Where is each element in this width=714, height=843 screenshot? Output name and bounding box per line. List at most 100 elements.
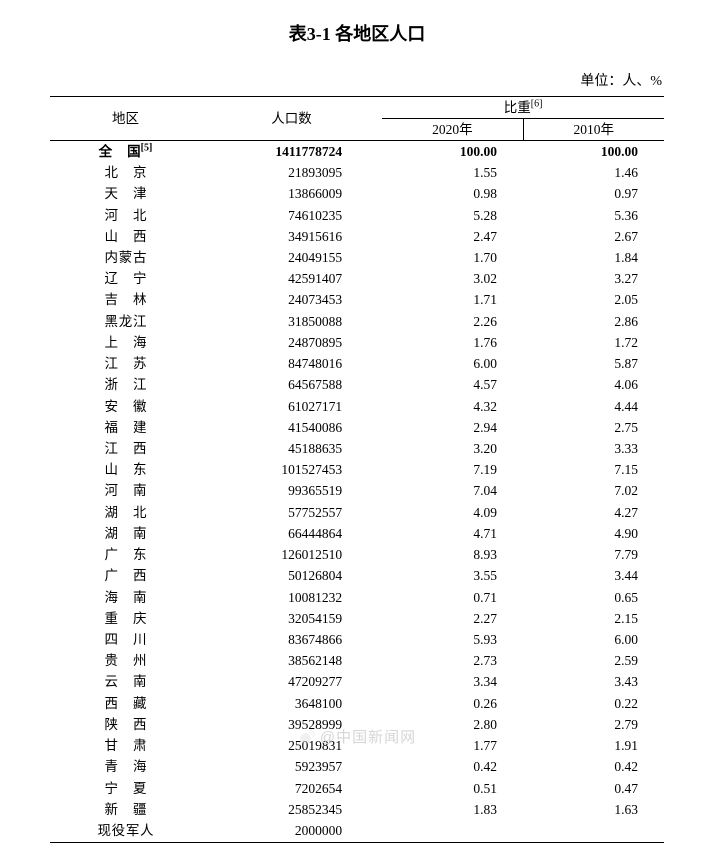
region-name: 全 国	[99, 143, 141, 161]
cell-ratio-2020: 1.77	[382, 736, 523, 757]
cell-region: 宁 夏	[50, 778, 201, 799]
header-year-2020: 2020年	[382, 119, 523, 141]
region-name: 福 建	[104, 419, 146, 437]
cell-ratio-2020: 2.80	[382, 714, 523, 735]
cell-population: 66444864	[201, 523, 382, 544]
table-row: 西 藏36481000.260.22	[50, 693, 664, 714]
cell-population: 64567588	[201, 375, 382, 396]
header-population: 人口数	[201, 97, 382, 141]
table-row: 河 北746102355.285.36	[50, 205, 664, 226]
header-year-2010: 2010年	[523, 119, 664, 141]
cell-population: 99365519	[201, 481, 382, 502]
cell-ratio-2020: 4.71	[382, 523, 523, 544]
table-row: 天 津138660090.980.97	[50, 184, 664, 205]
cell-population: 7202654	[201, 778, 382, 799]
cell-ratio-2010: 2.75	[523, 417, 664, 438]
cell-ratio-2010: 4.27	[523, 502, 664, 523]
region-name: 四 川	[104, 631, 146, 649]
cell-population: 42591407	[201, 269, 382, 290]
table-row: 吉 林240734531.712.05	[50, 290, 664, 311]
cell-ratio-2010: 3.33	[523, 439, 664, 460]
cell-population: 39528999	[201, 714, 382, 735]
table-row: 湖 北577525574.094.27	[50, 502, 664, 523]
cell-ratio-2010: 1.63	[523, 799, 664, 820]
cell-population: 25852345	[201, 799, 382, 820]
cell-population: 10081232	[201, 587, 382, 608]
table-row: 新 疆258523451.831.63	[50, 799, 664, 820]
cell-ratio-2020: 1.55	[382, 163, 523, 184]
cell-ratio-2010: 7.02	[523, 481, 664, 502]
region-name: 辽 宁	[104, 270, 146, 288]
cell-ratio-2020: 2.94	[382, 417, 523, 438]
cell-ratio-2010: 7.79	[523, 545, 664, 566]
cell-population: 83674866	[201, 629, 382, 650]
cell-population: 101527453	[201, 460, 382, 481]
cell-ratio-2010: 7.15	[523, 460, 664, 481]
cell-region: 全 国[5]	[50, 141, 201, 163]
cell-ratio-2010: 3.27	[523, 269, 664, 290]
table-row: 江 苏847480166.005.87	[50, 354, 664, 375]
cell-ratio-2010: 6.00	[523, 629, 664, 650]
table-row: 宁 夏72026540.510.47	[50, 778, 664, 799]
region-name: 安 徽	[104, 398, 146, 416]
cell-ratio-2020: 7.04	[382, 481, 523, 502]
header-ratio-sup: [6]	[531, 98, 543, 109]
cell-region: 内蒙古	[50, 248, 201, 269]
cell-population: 21893095	[201, 163, 382, 184]
cell-region: 黑龙江	[50, 311, 201, 332]
cell-population: 74610235	[201, 205, 382, 226]
cell-region: 河 北	[50, 205, 201, 226]
region-name: 云 南	[104, 673, 146, 691]
table-row: 山 东1015274537.197.15	[50, 460, 664, 481]
region-name: 吉 林	[104, 291, 146, 309]
table-row: 重 庆320541592.272.15	[50, 608, 664, 629]
table-row: 陕 西395289992.802.79	[50, 714, 664, 735]
cell-ratio-2010: 4.90	[523, 523, 664, 544]
table-row: 内蒙古240491551.701.84	[50, 248, 664, 269]
cell-ratio-2010: 1.84	[523, 248, 664, 269]
table-row: 福 建 415400862.942.75	[50, 417, 664, 438]
cell-region: 海 南	[50, 587, 201, 608]
table-row: 山 西349156162.472.67	[50, 226, 664, 247]
cell-population: 24870895	[201, 332, 382, 353]
cell-region: 北 京	[50, 163, 201, 184]
cell-population: 32054159	[201, 608, 382, 629]
cell-region: 重 庆	[50, 608, 201, 629]
table-row: 北 京218930951.551.46	[50, 163, 664, 184]
cell-region: 贵 州	[50, 651, 201, 672]
region-name: 天 津	[104, 185, 146, 203]
cell-ratio-2010: 2.15	[523, 608, 664, 629]
cell-ratio-2010: 2.79	[523, 714, 664, 735]
cell-ratio-2010: 2.05	[523, 290, 664, 311]
region-name: 广 西	[104, 567, 146, 585]
cell-population: 24049155	[201, 248, 382, 269]
cell-ratio-2020: 2.47	[382, 226, 523, 247]
header-ratio-text: 比重	[504, 100, 531, 115]
cell-ratio-2010: 0.47	[523, 778, 664, 799]
cell-population: 61027171	[201, 396, 382, 417]
cell-population: 41540086	[201, 417, 382, 438]
cell-ratio-2020	[382, 820, 523, 842]
cell-region: 安 徽	[50, 396, 201, 417]
cell-region: 山 西	[50, 226, 201, 247]
cell-ratio-2020: 2.73	[382, 651, 523, 672]
cell-population: 84748016	[201, 354, 382, 375]
cell-population: 13866009	[201, 184, 382, 205]
region-name: 河 南	[104, 482, 146, 500]
cell-ratio-2020: 0.71	[382, 587, 523, 608]
page: 表3-1 各地区人口 单位：人、% 地区 人口数 比重[6] 2020年 201…	[0, 0, 714, 843]
cell-ratio-2010: 5.87	[523, 354, 664, 375]
cell-ratio-2010: 1.72	[523, 332, 664, 353]
region-name: 内蒙古	[104, 249, 146, 267]
region-name: 黑龙江	[104, 313, 146, 331]
region-name: 江 西	[104, 440, 146, 458]
cell-ratio-2020: 4.09	[382, 502, 523, 523]
cell-region: 新 疆	[50, 799, 201, 820]
cell-region: 甘 肃	[50, 736, 201, 757]
cell-ratio-2020: 1.71	[382, 290, 523, 311]
cell-region: 江 苏	[50, 354, 201, 375]
cell-ratio-2010: 2.67	[523, 226, 664, 247]
cell-ratio-2020: 8.93	[382, 545, 523, 566]
cell-population: 50126804	[201, 566, 382, 587]
cell-region: 福 建	[50, 417, 201, 438]
